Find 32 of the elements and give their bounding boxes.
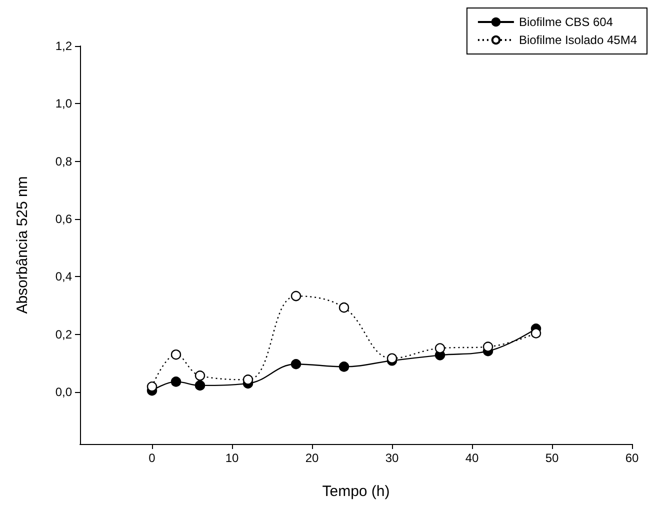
x-tick-label: 50 (545, 451, 559, 465)
point (482, 342, 494, 352)
x-tick-label: 40 (465, 451, 479, 465)
point (194, 370, 206, 381)
y-tick-label: 0,4 (55, 270, 72, 284)
x-tick-label: 30 (385, 451, 399, 465)
x-tick-label: 60 (625, 451, 639, 465)
point (530, 328, 542, 338)
point (194, 380, 206, 391)
point (338, 302, 350, 313)
point (290, 290, 302, 302)
y-tick-label: 0,2 (55, 327, 72, 342)
y-axis-title: Absorbância 525 nm (14, 176, 31, 314)
y-tick-label: 0,8 (55, 154, 72, 168)
y-tick-label: 1,2 (55, 39, 72, 53)
legend-label: Biofilme CBS 604 (518, 15, 614, 29)
x-tick-label: 0 (148, 451, 156, 465)
point (146, 382, 158, 392)
point (242, 374, 254, 385)
y-tick-label: 0,6 (55, 212, 72, 226)
y-tick-label: 1,0 (55, 96, 72, 111)
legend-label: Biofilme Isolado 45M4 (518, 33, 638, 47)
point (386, 353, 398, 364)
point (170, 376, 182, 387)
y-tick-label: 0,0 (55, 385, 72, 400)
point (434, 343, 446, 354)
point (290, 359, 302, 370)
point (170, 349, 182, 360)
x-tick-label: 10 (225, 451, 239, 465)
point (338, 362, 350, 372)
x-axis-title: Tempo (h) (322, 483, 390, 500)
x-tick-label: 20 (305, 451, 319, 465)
